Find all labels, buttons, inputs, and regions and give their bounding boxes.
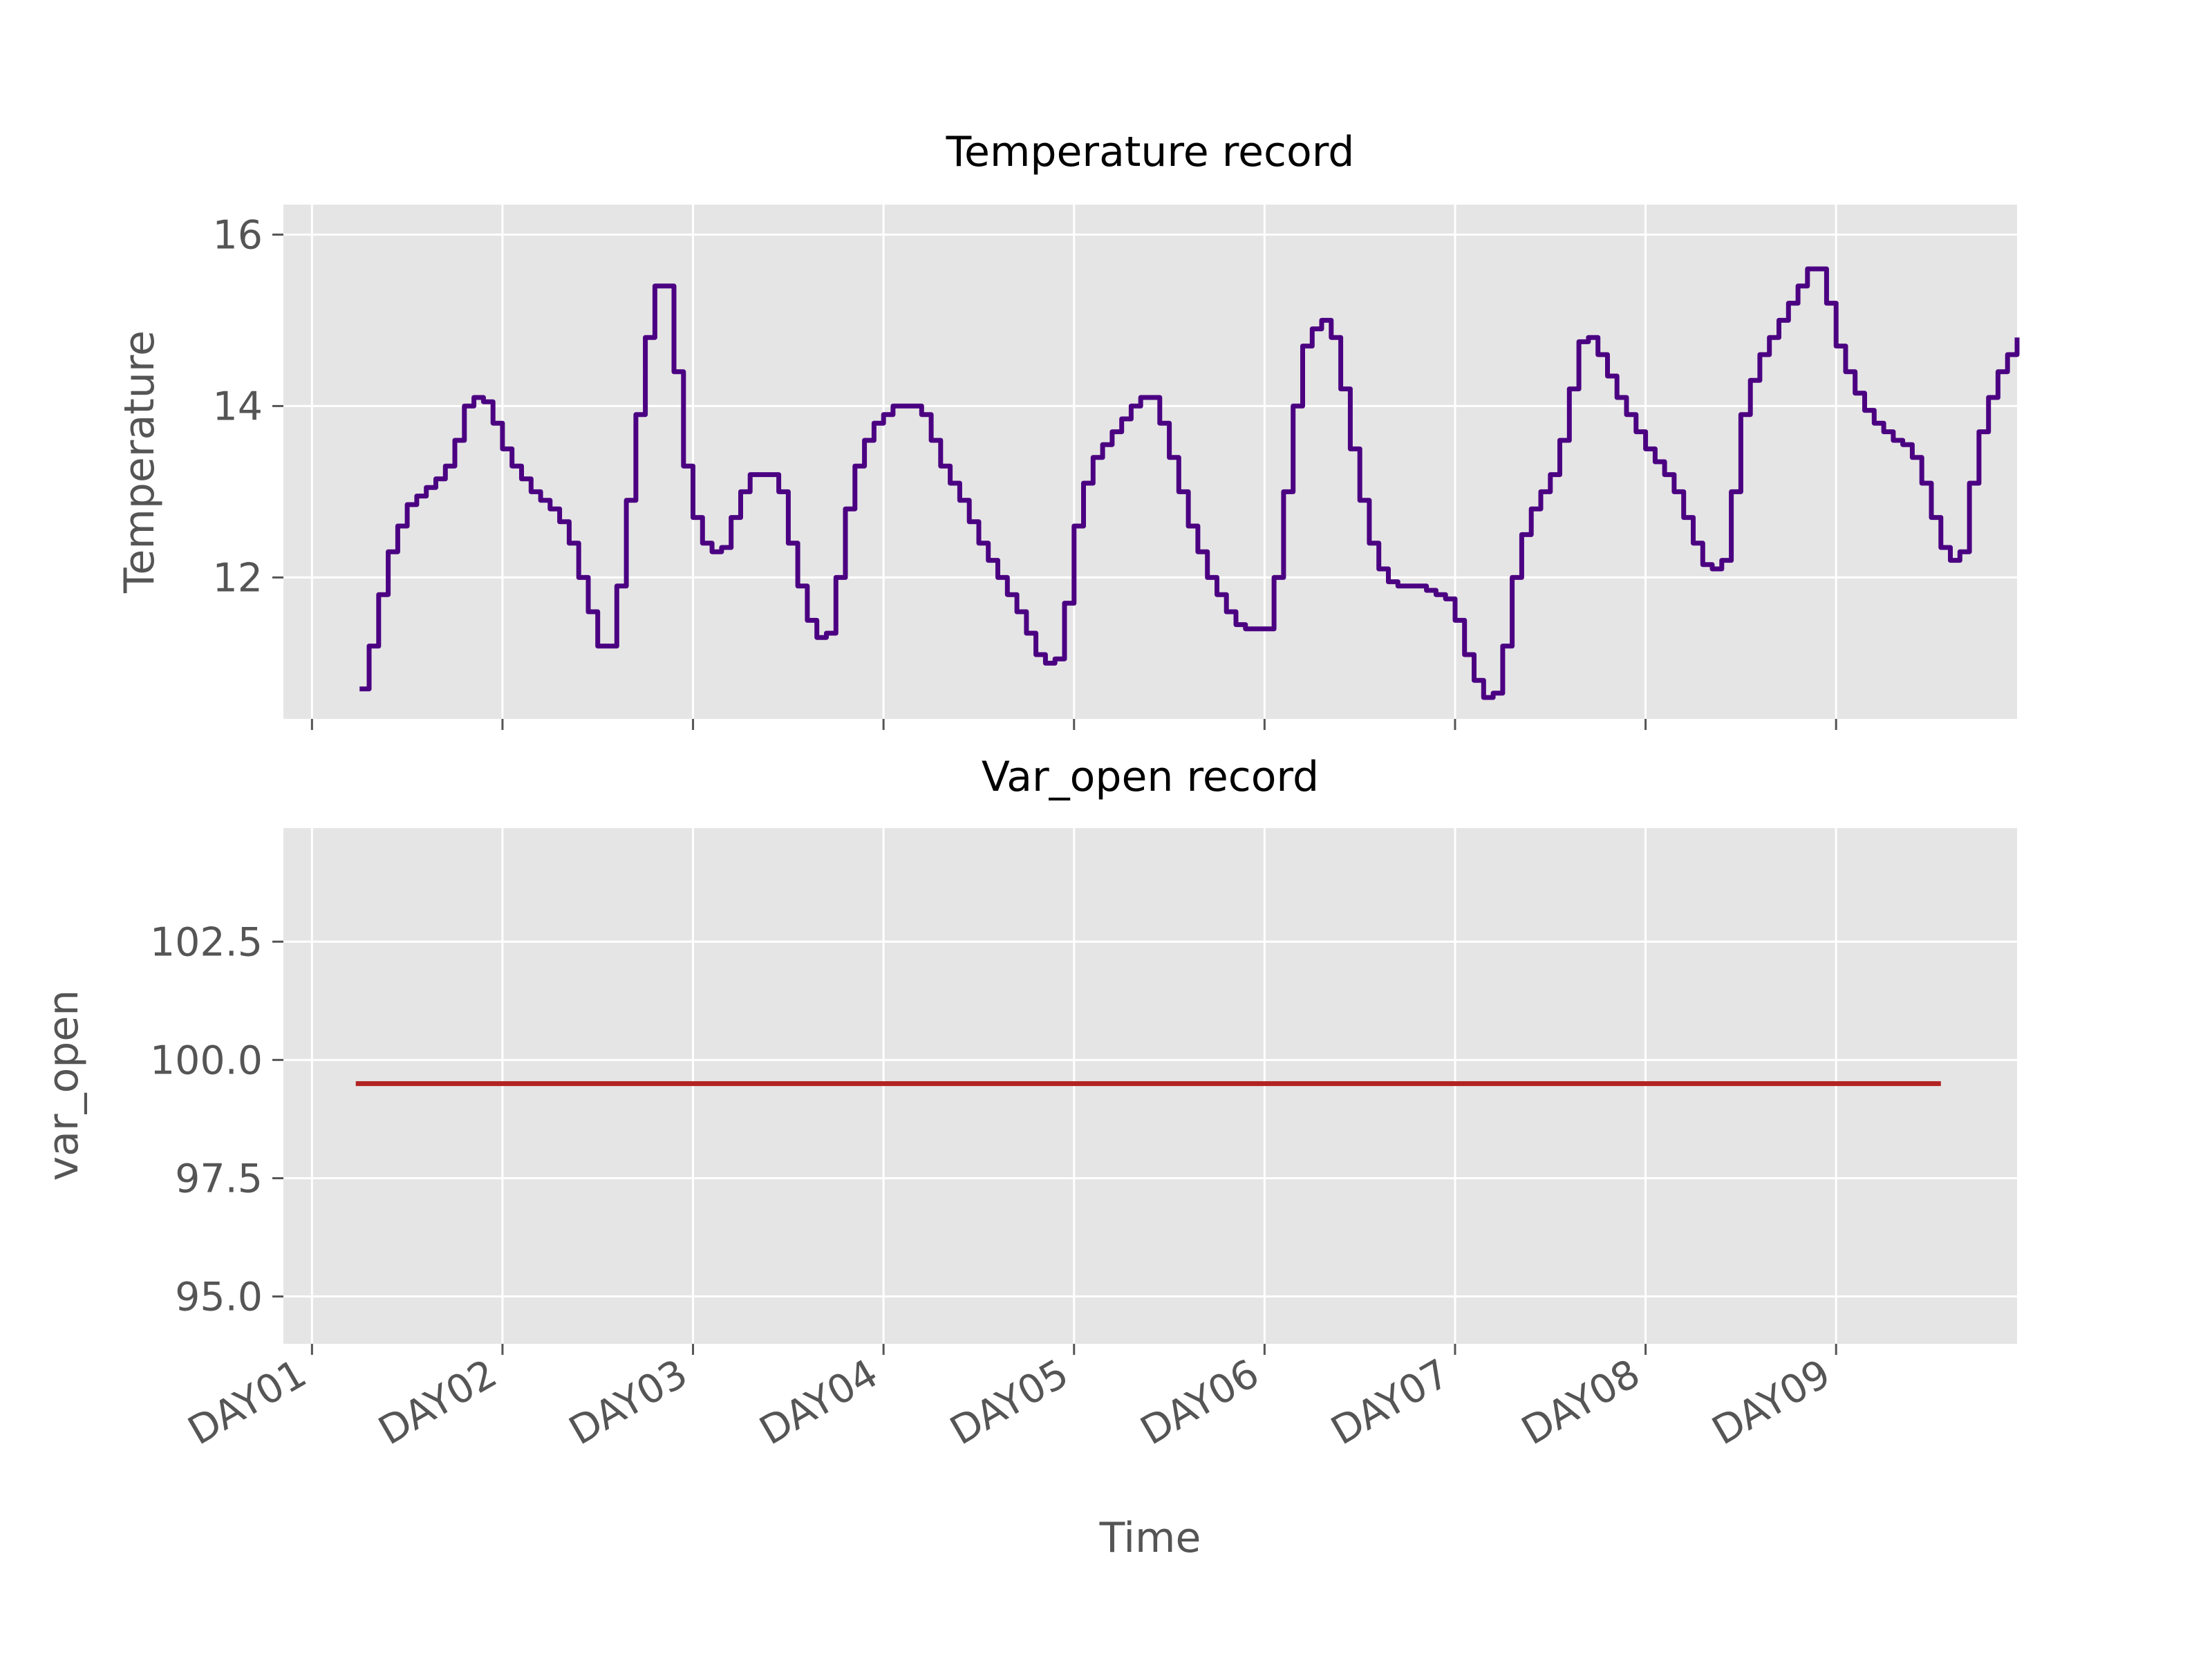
temperature-panel: 12 14 16 Temperature record Temperature [115, 128, 2020, 730]
y-tick-label: 12 [212, 555, 263, 601]
x-tick-label: DAY09 [1705, 1351, 1838, 1454]
y-tick-label: 97.5 [175, 1156, 263, 1201]
x-tick-label: DAY04 [752, 1351, 885, 1454]
y-axis-label: var_open [39, 990, 88, 1181]
x-tick-label: DAY05 [943, 1351, 1076, 1454]
chart-title: Var_open record [982, 753, 1319, 801]
y-tick-label: 95.0 [175, 1275, 263, 1320]
x-tick-label: DAY08 [1515, 1351, 1648, 1454]
y-axis-label: Temperature [115, 330, 164, 594]
chart-title: Temperature record [946, 128, 1355, 176]
axis-ticks: 12 14 16 [212, 212, 1837, 730]
x-tick-label: DAY03 [561, 1351, 695, 1454]
x-tick-label: DAY02 [371, 1351, 505, 1454]
y-tick-label: 102.5 [150, 919, 263, 965]
x-axis-label: Time [1099, 1514, 1201, 1562]
y-tick-label: 100.0 [150, 1038, 263, 1083]
var-open-panel: DAY01 DAY02 DAY03 DAY04 DAY05 DAY06 DAY07 DAY08… [39, 753, 2017, 1454]
grid [283, 205, 2017, 719]
series-layer [359, 266, 2020, 700]
x-tick-label: DAY07 [1324, 1351, 1457, 1454]
y-tick-label: 16 [212, 212, 263, 258]
x-tick-label: DAY01 [180, 1351, 314, 1454]
series-line [359, 266, 2020, 700]
x-tick-label: DAY06 [1133, 1351, 1266, 1454]
y-tick-label: 14 [212, 384, 263, 429]
grid [283, 828, 2017, 1344]
plot-area [283, 205, 2017, 719]
